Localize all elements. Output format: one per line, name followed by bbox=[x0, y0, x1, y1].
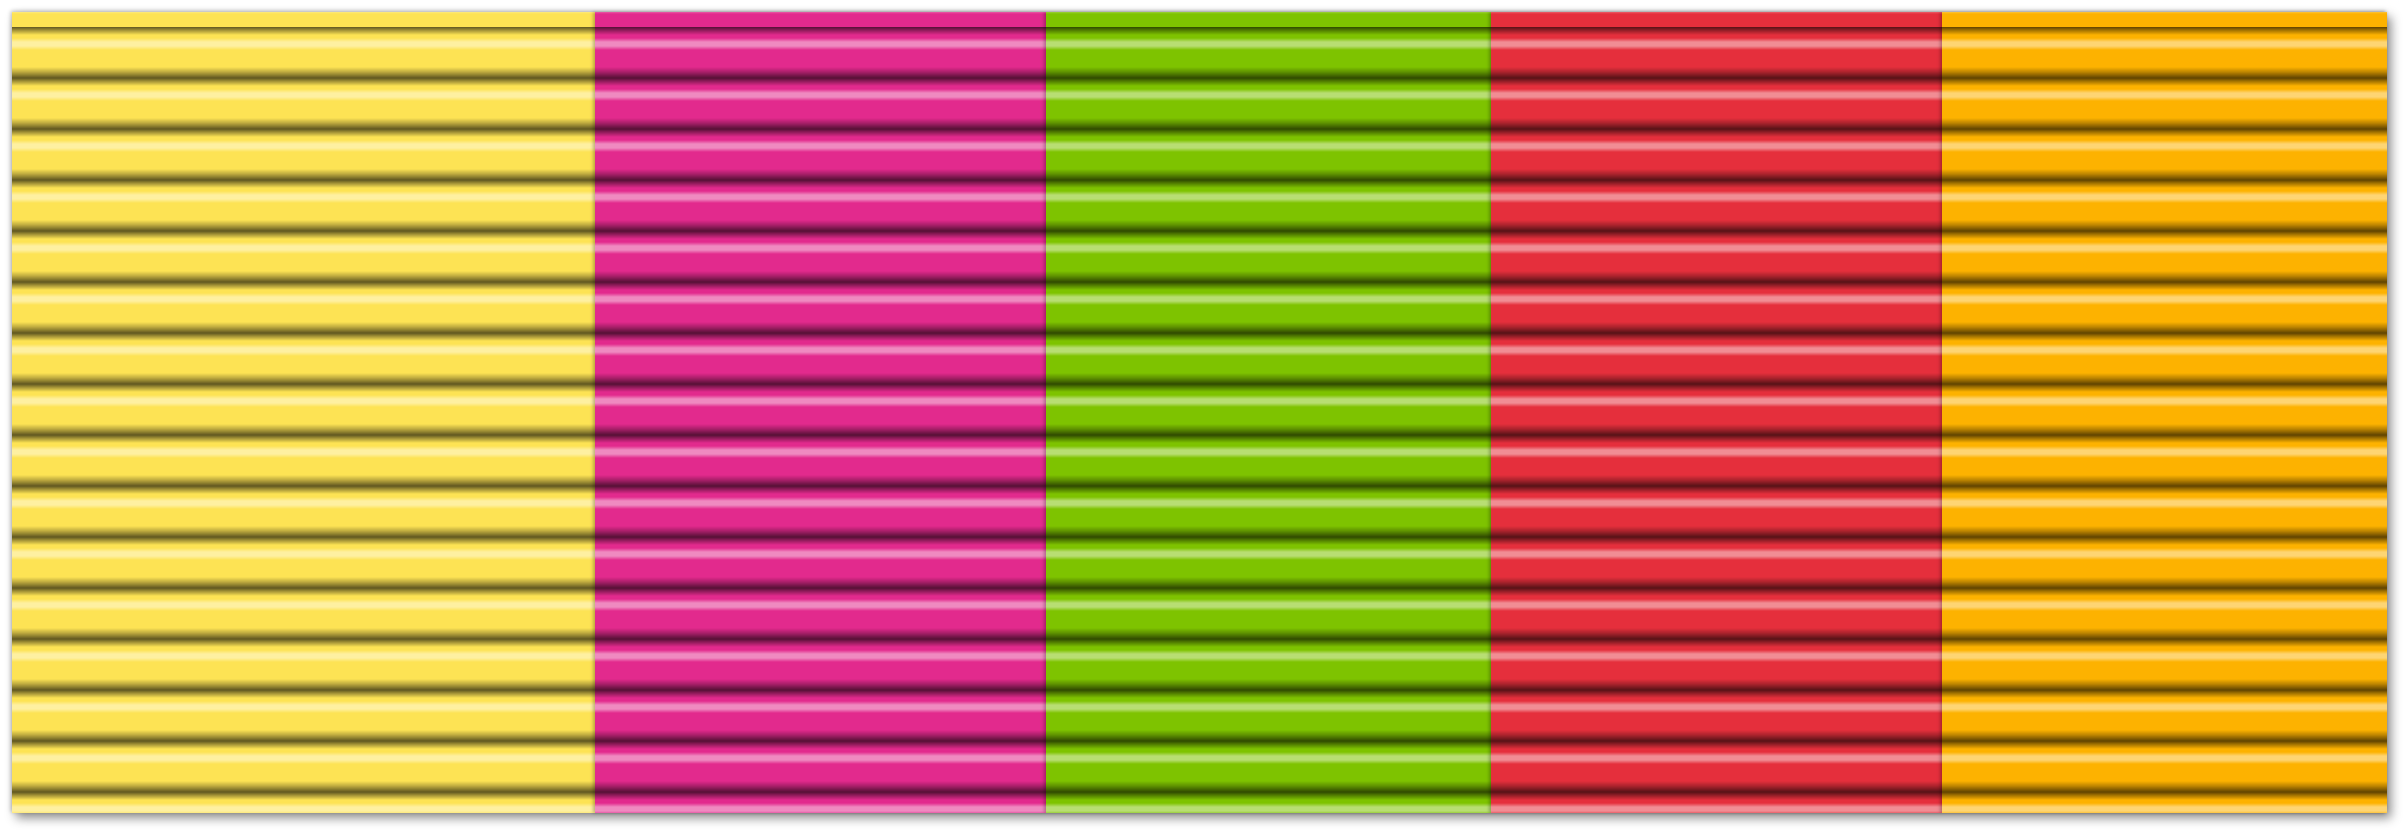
corrugated-paper-sheet bbox=[12, 12, 2387, 813]
panel-green bbox=[1046, 12, 1491, 813]
panel-magenta bbox=[595, 12, 1046, 813]
panel-orange bbox=[1942, 12, 2387, 813]
panel-red bbox=[1491, 12, 1942, 813]
panel-yellow bbox=[12, 12, 595, 813]
